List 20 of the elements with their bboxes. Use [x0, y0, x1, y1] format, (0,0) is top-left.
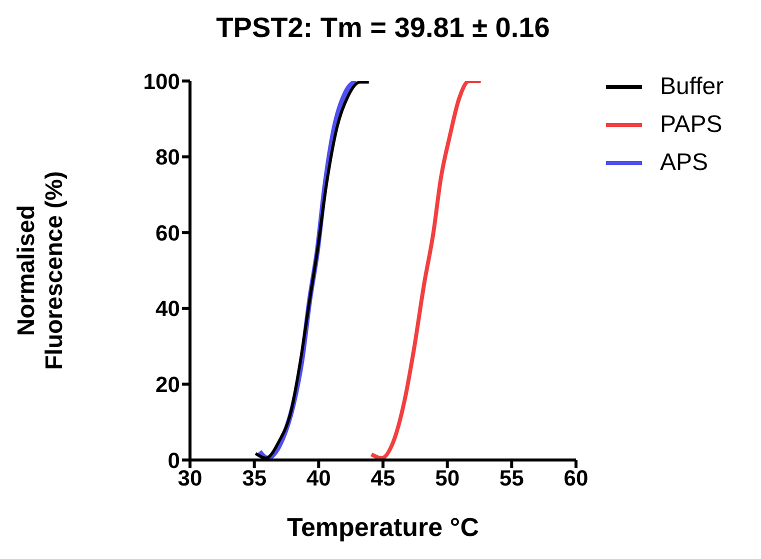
legend-label: Buffer: [660, 73, 724, 101]
line-series: [369, 81, 483, 460]
x-tick-label: 45: [370, 466, 396, 491]
legend-label: PAPS: [660, 111, 722, 139]
x-tick-label: 40: [306, 466, 331, 491]
x-tick-label: 50: [435, 466, 460, 491]
x-tick-label: 55: [499, 466, 524, 491]
y-axis-title: Normalised Fluorescence (%): [13, 171, 68, 370]
y-tick-label: 80: [156, 144, 180, 170]
y-tick-label: 60: [156, 220, 180, 246]
y-tick-label: 20: [156, 372, 180, 398]
x-tick-label: 60: [564, 466, 588, 491]
legend-label: APS: [660, 149, 708, 177]
x-axis-title: Temperature °C: [287, 512, 480, 542]
y-tick-label: 0: [168, 448, 180, 473]
y-tick-label: 100: [143, 68, 180, 94]
chart-title: TPST2: Tm = 39.81 ± 0.16: [215, 12, 551, 44]
y-tick-label: 40: [156, 296, 180, 322]
x-tick-label: 30: [178, 466, 202, 491]
x-tick-label: 35: [242, 466, 267, 491]
